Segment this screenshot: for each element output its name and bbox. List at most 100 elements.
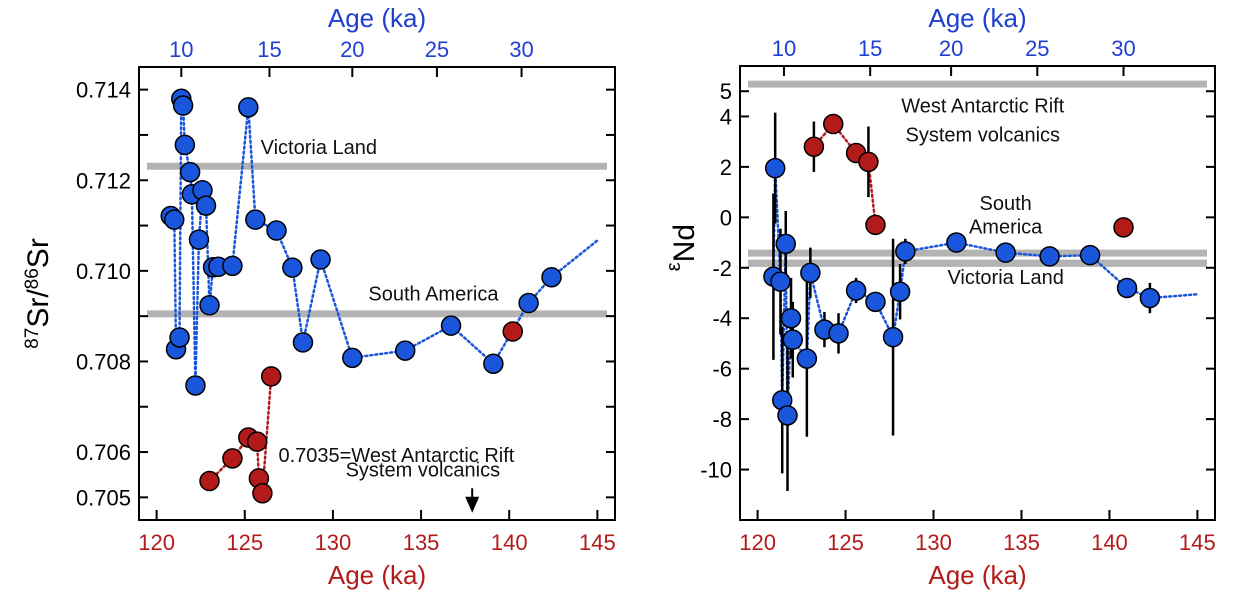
- data-point-blue: [895, 241, 916, 262]
- x-tick-label-bottom: 125: [226, 530, 263, 555]
- y-tick-label: -8: [712, 407, 732, 432]
- data-point-blue: [777, 405, 798, 426]
- data-point-blue: [169, 327, 190, 348]
- data-point-red-single: [502, 321, 523, 342]
- data-point-red: [246, 431, 268, 452]
- x-tick-label-bottom: 130: [315, 530, 352, 555]
- data-point-red: [822, 113, 844, 135]
- annotation-arrow-head: [465, 496, 480, 513]
- data-point-blue: [770, 271, 791, 292]
- data-point-blue: [185, 375, 206, 396]
- x-tick-label-top: 15: [257, 37, 281, 62]
- data-point-blue: [796, 348, 818, 369]
- x-tick-label-bottom: 135: [403, 530, 440, 555]
- data-point-blue: [238, 97, 259, 118]
- x-tick-label-bottom: 145: [1179, 530, 1216, 555]
- series-line-red: [812, 122, 877, 227]
- x-axis-title-top: Age (ka): [928, 3, 1026, 33]
- data-point-blue: [518, 292, 539, 314]
- y-tick-label: -2: [712, 256, 732, 281]
- x-tick-label-top: 30: [509, 37, 533, 62]
- x-tick-label-top: 30: [1111, 36, 1135, 61]
- data-point-blue: [946, 232, 967, 253]
- x-tick-label-top: 25: [425, 37, 449, 62]
- x-tick-label-bottom: 120: [739, 530, 776, 555]
- data-point-red: [858, 151, 879, 173]
- data-point-blue: [199, 295, 220, 316]
- y-tick-label: 5: [720, 79, 732, 104]
- x-tick-label-bottom: 130: [915, 530, 952, 555]
- x-tick-label-top: 10: [772, 36, 796, 61]
- right-panel-nd-isotopes: West Antarctic Rift System volcanics South…: [663, 3, 1216, 590]
- reference-label-south: South: [980, 193, 1032, 215]
- x-tick-label-top: 20: [340, 37, 364, 62]
- x-axis-title-top: Age (ka): [328, 3, 426, 33]
- x-tick-label-bottom: 125: [827, 530, 864, 555]
- reference-label-victoria-land: Victoria Land: [947, 267, 1063, 289]
- y-tick-label: 0.705: [76, 485, 131, 510]
- data-point-blue: [394, 340, 416, 361]
- y-axis-title: 87Sr/86Sr: [22, 238, 55, 349]
- data-point-blue: [775, 233, 796, 255]
- data-point-red: [199, 470, 220, 492]
- x-tick-label-top: 15: [858, 36, 882, 61]
- data-point-blue: [541, 266, 562, 288]
- plot-frame: [138, 66, 616, 521]
- data-point-blue: [764, 157, 786, 179]
- data-point-red: [803, 136, 825, 157]
- data-point-red: [222, 448, 243, 469]
- y-tick-label: 4: [720, 104, 732, 129]
- data-point-blue: [845, 280, 867, 301]
- data-point-red: [260, 366, 282, 387]
- x-tick-label-top: 10: [169, 37, 193, 62]
- data-point-blue: [889, 281, 911, 302]
- data-point-blue: [800, 262, 821, 284]
- data-point-blue: [172, 95, 194, 116]
- data-point-blue: [780, 307, 802, 329]
- data-point-blue: [995, 242, 1016, 263]
- x-tick-label-bottom: 145: [579, 530, 616, 555]
- data-point-red-single: [1113, 217, 1134, 238]
- y-tick-label: 0.706: [76, 440, 131, 465]
- data-point-blue: [292, 332, 314, 353]
- data-point-blue: [782, 329, 804, 350]
- data-point-blue: [483, 353, 504, 374]
- data-point-blue: [828, 323, 849, 344]
- plot-frame: [739, 65, 1216, 521]
- data-point-blue: [266, 220, 287, 241]
- data-point-blue: [1139, 287, 1161, 309]
- y-tick-label: 0: [720, 205, 732, 230]
- data-point-blue: [1116, 277, 1138, 299]
- data-point-blue: [188, 229, 210, 250]
- y-axis-title: εNd: [663, 224, 701, 271]
- x-axis-title-bottom: Age (ka): [328, 560, 426, 590]
- left-panel-sr-isotopes: Victoria Land South America 0.705 0.706 0.70…: [22, 3, 616, 590]
- reference-label-america: America: [969, 217, 1043, 239]
- data-point-blue: [164, 209, 185, 230]
- x-tick-label-top: 20: [939, 36, 963, 61]
- annotation-line-2: System volcanics: [346, 460, 501, 482]
- data-point-blue: [282, 257, 303, 278]
- data-point-blue: [440, 315, 462, 336]
- data-point-blue: [1079, 244, 1101, 266]
- reference-label-victoria-land: Victoria Land: [261, 137, 377, 159]
- data-point-blue: [882, 326, 904, 348]
- data-point-blue: [342, 347, 363, 369]
- data-point-blue: [174, 134, 196, 156]
- reference-label-west-antarctic-rift: West Antarctic Rift: [901, 96, 1064, 118]
- reference-label-system-volcanics: System volcanics: [906, 125, 1061, 147]
- data-point-red: [865, 214, 886, 236]
- data-point-blue: [222, 255, 243, 277]
- data-point-blue: [245, 209, 266, 230]
- data-point-blue: [195, 195, 217, 216]
- y-tick-label: -10: [700, 458, 732, 483]
- y-tick-label: 0.714: [76, 78, 131, 103]
- annotation-line-1: 0.7035=West Antarctic Rift: [278, 445, 514, 467]
- x-tick-label-bottom: 135: [1003, 530, 1040, 555]
- y-tick-label: 0.708: [76, 349, 131, 374]
- data-point-red: [252, 483, 273, 504]
- x-tick-label-bottom: 140: [1091, 530, 1128, 555]
- data-point-blue: [1039, 246, 1060, 267]
- x-tick-label-bottom: 140: [491, 530, 528, 555]
